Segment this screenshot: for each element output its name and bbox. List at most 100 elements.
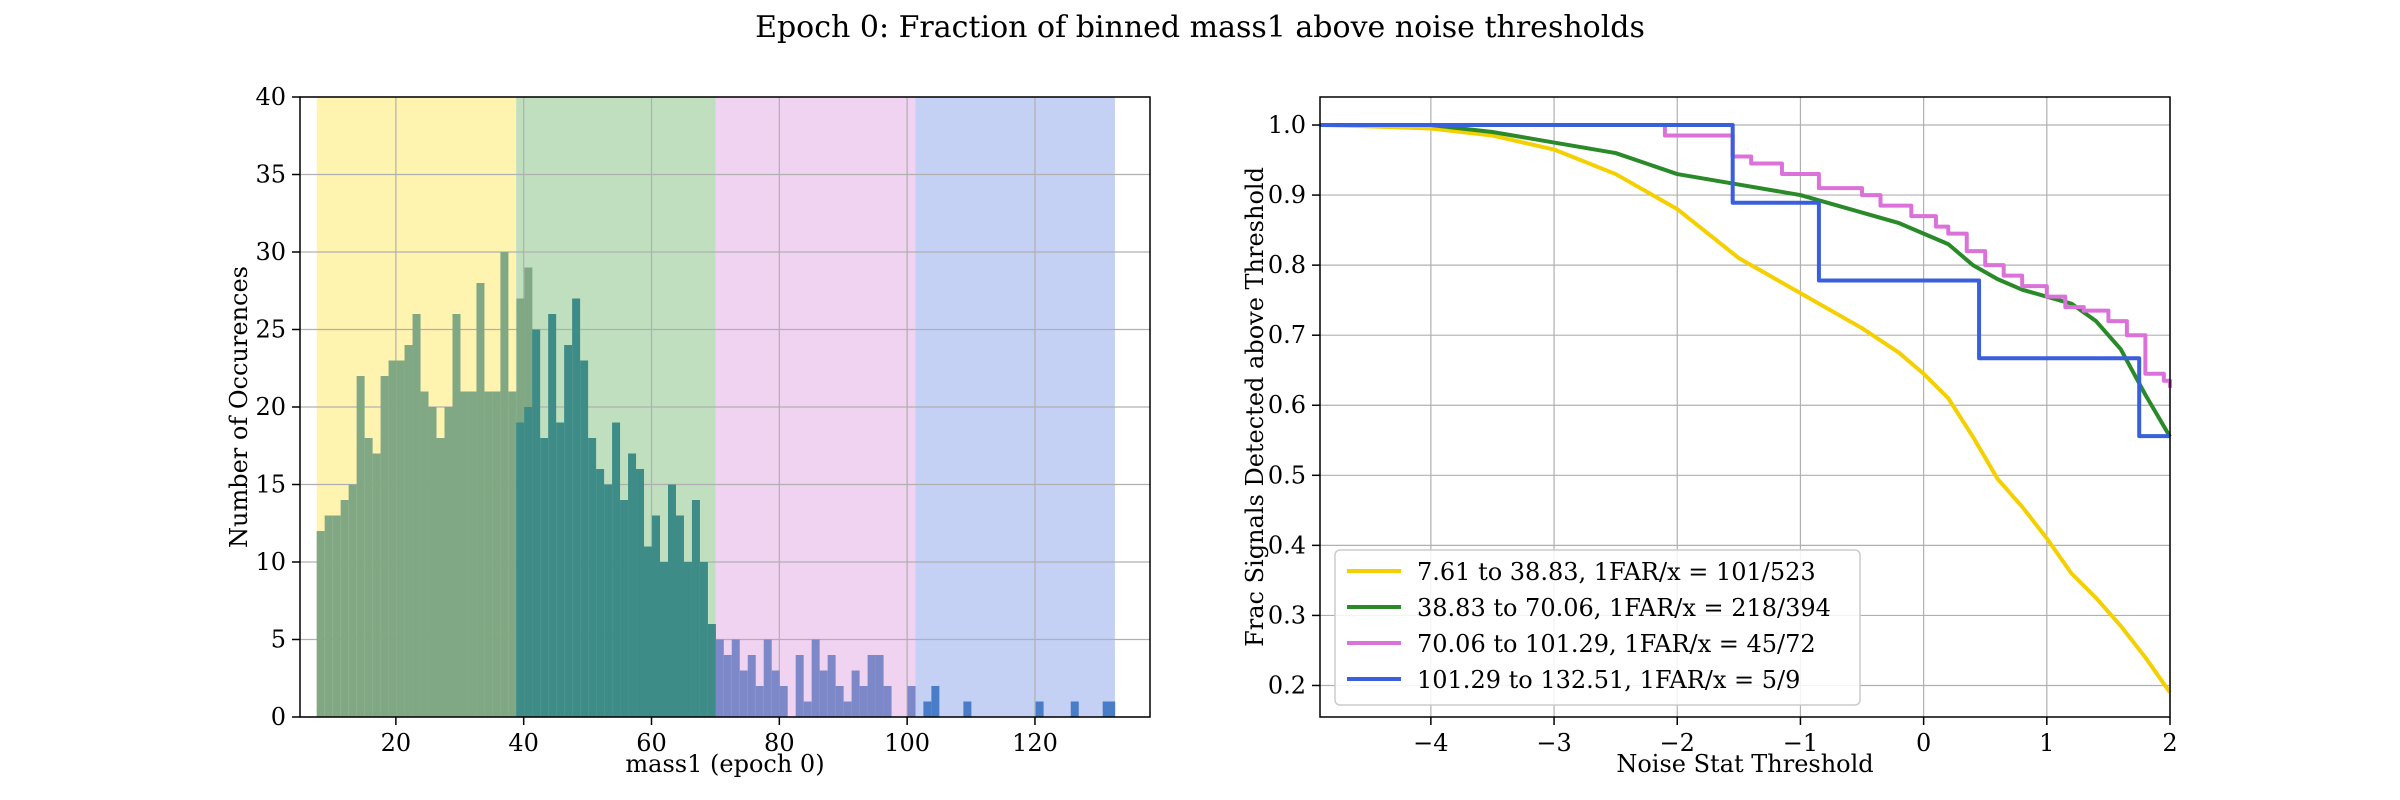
threshold-y-label: Frac Signals Detected above Threshold [1241,167,1269,647]
x-tick-label: −1 [1783,729,1818,757]
histogram-bar [1035,701,1044,717]
histogram-bar [372,453,381,717]
threshold-x-label: Noise Stat Threshold [1616,750,1873,778]
series-line-band-2 [1320,123,2172,438]
histogram-bar [564,345,573,717]
histogram-bar [548,314,557,717]
histogram-bar [420,391,429,717]
y-tick-label: 0.4 [1268,531,1306,559]
histogram-bar [380,376,389,717]
histogram-bar [747,655,756,717]
histogram-bar [604,484,613,717]
y-tick-label: 30 [255,238,286,266]
histogram-bar [636,469,645,717]
threshold-curves [1319,123,2172,694]
histogram-bar [460,391,469,717]
histogram-bar [963,701,972,717]
histogram-bar [620,500,629,717]
histogram-bar [779,686,788,717]
y-tick-label: 0.2 [1268,671,1306,699]
histogram-bar [580,360,589,717]
y-tick-label: 15 [255,471,286,499]
threshold-curve-axes: −4 −3 −2 −1 0 1 2 0.20.30.40.50.60.70.80.91.0 … [1241,96,2178,778]
histogram-bar [739,670,748,717]
histogram-bar [819,670,828,717]
histogram-bar [572,298,581,717]
y-tick-label: 0.6 [1268,391,1306,419]
histogram-bar [875,655,884,717]
histogram-bar [436,438,445,717]
histogram-bar [683,562,692,717]
histogram-bar [867,655,876,717]
histogram-bar [835,686,844,717]
histogram-bar [612,422,621,717]
histogram-bars [316,252,1116,717]
histogram-x-ticks: 20 40 60 80 100 120 [381,717,1058,757]
histogram-bar [723,655,732,717]
histogram-bar [811,639,820,717]
histogram-bar [476,283,485,717]
histogram-bar [500,252,509,717]
x-tick-label: 1 [2039,729,2054,757]
y-tick-label: 0.5 [1268,461,1306,489]
histogram-bar [340,500,349,717]
histogram-bar [859,686,868,717]
histogram-bar [428,407,437,717]
histogram-bar [532,329,541,717]
histogram-bar [596,469,605,717]
y-tick-label: 5 [271,626,286,654]
histogram-bar [332,515,341,717]
y-tick-label: 0.3 [1268,601,1306,629]
threshold-frame [1319,96,2171,718]
x-tick-label: 0 [1916,729,1931,757]
legend-label-band-4: 101.29 to 132.51, 1FAR/x = 5/9 [1417,666,1800,694]
legend-label-band-3: 70.06 to 101.29, 1FAR/x = 45/72 [1417,630,1816,658]
y-tick-label: 0.7 [1268,321,1306,349]
histogram-bar [444,407,453,717]
histogram-bar [1070,701,1079,717]
histogram-bar [412,314,421,717]
histogram-bar [492,391,501,717]
histogram-bar [771,670,780,717]
legend: 7.61 to 38.83, 1FAR/x = 101/523 38.83 to… [1334,549,1861,706]
histogram-bar [907,686,916,717]
histogram-bar [540,438,549,717]
histogram-bar [404,345,413,717]
histogram-bar [675,515,684,717]
histogram-bar [883,686,892,717]
legend-label-band-2: 38.83 to 70.06, 1FAR/x = 218/394 [1417,594,1831,622]
histogram-bar [667,484,676,717]
histogram-bar [691,500,700,717]
y-tick-label: 0 [271,703,286,731]
histogram-bar [452,314,461,717]
histogram-bar [348,484,357,717]
histogram-bar [388,360,397,717]
legend-box [1334,549,1861,706]
histogram-bar [763,639,772,717]
threshold-x-ticks: −4 −3 −2 −1 0 1 2 [1413,717,2178,757]
histogram-bar [556,422,565,717]
histogram-bar [484,391,493,717]
histogram-bar [827,655,836,717]
series-line-band-3 [1320,123,2172,388]
histogram-bar [843,701,852,717]
histogram-bar [715,639,724,717]
histogram-bar [1107,701,1116,717]
x-tick-label: 40 [508,729,539,757]
x-tick-label: 20 [381,729,412,757]
x-tick-label: −4 [1413,729,1448,757]
y-tick-label: 20 [255,393,286,421]
histogram-axes: 20 40 60 80 100 120 0 5 10 15 20 25 30 35 40 mass1 (e… [225,83,1151,778]
y-tick-label: 0.9 [1268,181,1306,209]
y-tick-label: 25 [255,316,286,344]
histogram-bar [652,515,661,717]
x-tick-label: 120 [1012,729,1058,757]
histogram-bar [396,360,405,717]
legend-label-band-1: 7.61 to 38.83, 1FAR/x = 101/523 [1417,558,1816,586]
histogram-bar [1102,701,1111,717]
histogram-bar [516,422,525,717]
histogram-bar [628,453,637,717]
x-tick-label: −3 [1536,729,1571,757]
series-line-band-4 [1320,123,2170,439]
histogram-bar [755,686,764,717]
